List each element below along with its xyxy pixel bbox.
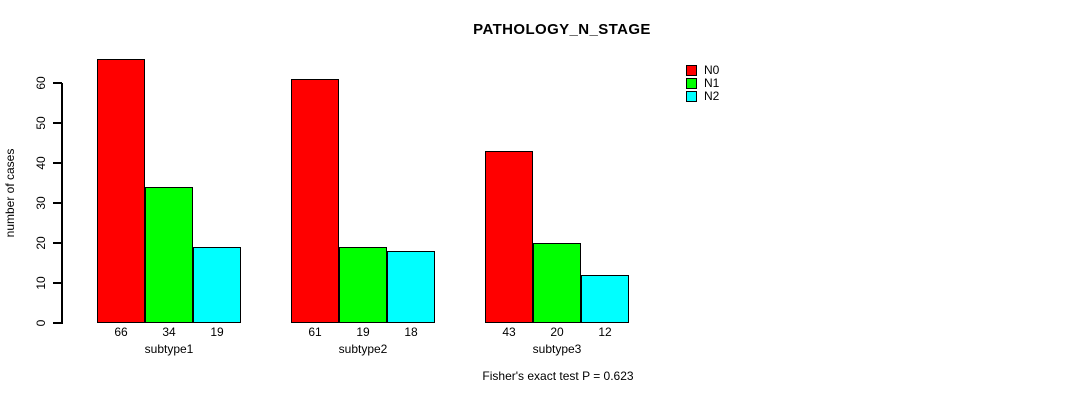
legend-label: N0 [704,63,720,77]
legend-color-swatch-n2 [686,91,697,102]
y-axis-tick [53,162,62,164]
bar-n1-subtype1 [145,187,193,323]
category-label: subtype2 [338,342,388,356]
y-axis-tick [53,322,62,324]
legend-color-swatch-n1 [686,78,697,89]
y-axis-tick-label: 50 [33,116,48,130]
y-axis-tick-label: 20 [33,236,48,250]
legend-color-swatch-n0 [686,65,697,76]
bar-n1-subtype3 [533,243,581,323]
y-axis-tick-label: 60 [33,76,48,90]
bar-value-label: 20 [550,325,564,339]
bar-n1-subtype2 [339,247,387,323]
bar-value-label: 18 [404,325,418,339]
legend-item: N0 [686,64,719,77]
chart-title: PATHOLOGY_N_STAGE [473,21,651,38]
y-axis-tick-label: 30 [33,196,48,210]
y-axis-tick-label: 40 [33,156,48,170]
bar-value-label: 19 [210,325,224,339]
bar-value-label: 61 [308,325,322,339]
y-axis-label: number of cases [3,148,17,238]
y-axis-tick [53,122,62,124]
bar-n2-subtype3 [581,275,629,323]
legend-item: N2 [686,90,719,103]
bar-value-label: 34 [162,325,176,339]
bar-value-label: 19 [356,325,370,339]
y-axis-tick-label: 0 [33,319,48,327]
legend-item: N1 [686,77,719,90]
legend-label: N1 [704,76,720,90]
y-axis-tick [53,282,62,284]
bar-value-label: 12 [598,325,612,339]
legend: N0 N1 N2 [686,64,719,103]
category-label: subtype1 [144,342,194,356]
y-axis-tick-label: 10 [33,276,48,290]
bar-n0-subtype1 [97,59,145,323]
y-axis-tick [53,202,62,204]
bar-n0-subtype2 [291,79,339,323]
bar-n0-subtype3 [485,151,533,323]
category-label: subtype3 [532,342,582,356]
bar-value-label: 43 [502,325,516,339]
bar-n2-subtype2 [387,251,435,323]
legend-label: N2 [704,89,720,103]
bar-value-label: 66 [114,325,128,339]
y-axis-tick [53,82,62,84]
y-axis-tick [53,242,62,244]
footnote: Fisher's exact test P = 0.623 [482,369,634,383]
bar-n2-subtype1 [193,247,241,323]
